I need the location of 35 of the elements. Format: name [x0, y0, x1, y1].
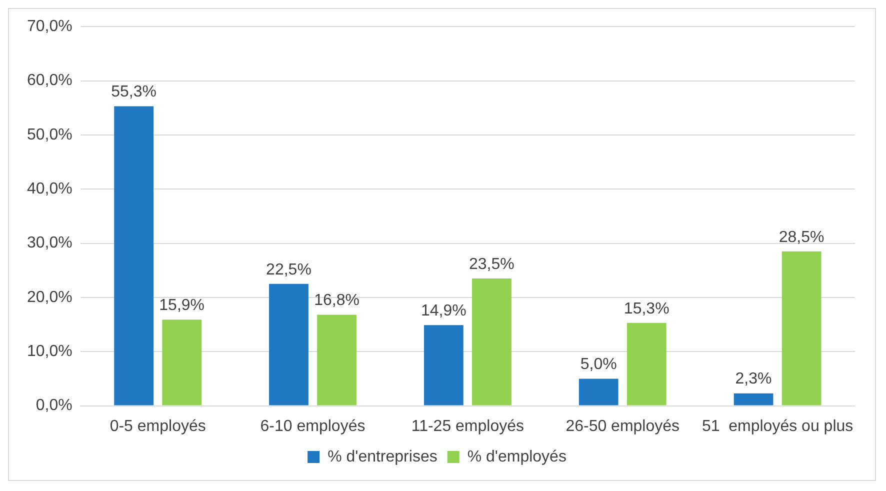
data-label: 55,3%: [111, 84, 157, 101]
y-tick-label: 50,0%: [26, 126, 72, 144]
x-tick-label: 6-10 employés: [260, 418, 366, 435]
bar: [162, 320, 202, 406]
bar: [578, 378, 618, 406]
y-tick-label: 10,0%: [26, 343, 72, 360]
y-tick-label: 30,0%: [26, 234, 72, 252]
bar: [114, 106, 154, 406]
bar: [424, 325, 464, 406]
bar: [626, 322, 666, 406]
legend-label: % d'employés: [467, 448, 566, 466]
x-tick-label: 11-25 employés: [411, 418, 524, 435]
data-label: 15,3%: [624, 300, 670, 318]
bar: [317, 314, 356, 406]
data-label: 5,0%: [580, 356, 617, 374]
x-tick-label: 26-50 employés: [566, 418, 680, 435]
bar: [269, 284, 308, 406]
data-label: 16,8%: [314, 292, 360, 310]
y-tick-label: 0,0%: [36, 397, 72, 414]
y-tick-label: 40,0%: [26, 180, 72, 198]
data-label: 15,9%: [159, 297, 205, 314]
data-label: 23,5%: [469, 256, 514, 273]
y-tick-label: 60,0%: [26, 72, 72, 90]
data-label: 14,9%: [420, 302, 466, 320]
legend-label: % d'entreprises: [328, 448, 438, 466]
x-tick-label: 51 employés ou plus: [702, 418, 854, 435]
bar: [734, 393, 774, 406]
x-tick-label: 0-5 employés: [110, 418, 206, 435]
data-label: 2,3%: [735, 370, 772, 388]
bar: [782, 251, 822, 406]
y-tick-label: 70,0%: [26, 18, 72, 36]
data-label: 28,5%: [778, 228, 824, 246]
y-tick-label: 20,0%: [26, 288, 72, 306]
data-label: 22,5%: [266, 261, 312, 278]
bar: [472, 278, 512, 406]
